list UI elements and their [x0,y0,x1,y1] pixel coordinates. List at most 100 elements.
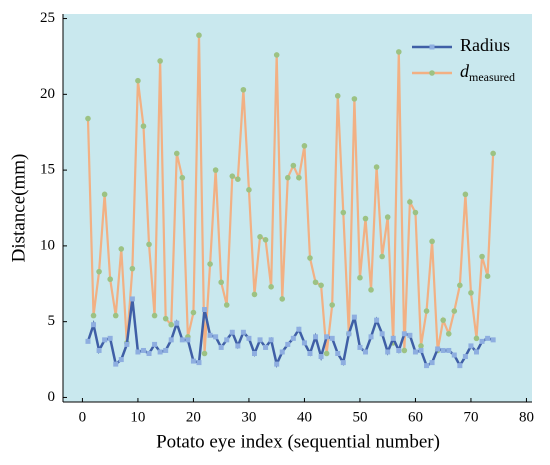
point [490,337,496,343]
point [329,302,335,308]
point [85,115,91,122]
point [102,337,108,343]
point [129,296,135,302]
point [435,346,441,352]
point [368,287,374,293]
point [179,337,185,343]
y-tick-label: 10 [40,237,55,253]
legend-name: d [460,61,470,81]
point [351,96,358,102]
point [196,360,202,366]
point [251,351,257,356]
point [374,317,380,323]
point [407,332,413,338]
point [335,351,341,356]
point [412,349,418,355]
point [223,302,230,308]
point [229,329,235,335]
point [213,334,219,340]
point [124,341,130,347]
point [323,350,330,357]
x-tick-label: 10 [130,409,145,425]
point [485,335,491,341]
point [91,322,97,328]
point [473,349,479,355]
point [207,261,213,267]
point [190,358,196,364]
point [307,351,313,356]
point [484,273,491,280]
point [107,276,113,283]
point [329,335,335,341]
legend-label: dmeasured [460,61,515,84]
legend-label: Radius [460,35,510,55]
point [457,282,463,289]
point [340,209,347,216]
x-tick-label: 0 [79,409,87,425]
x-tick-label: 30 [241,409,256,425]
point [418,343,424,349]
y-tick-label: 0 [48,389,56,405]
point [229,173,236,179]
point [240,329,246,335]
point [251,291,258,298]
point [101,191,108,198]
point [296,326,302,332]
point [479,338,485,344]
point [462,191,469,198]
legend-subscript: measured [469,70,515,84]
point [451,308,458,314]
x-tick-label: 70 [463,409,478,425]
point [418,347,424,353]
point [351,314,357,320]
legend-marker [429,44,435,50]
point [190,309,197,316]
point [112,312,119,319]
point [429,238,435,245]
point [457,363,463,369]
point [118,357,124,363]
point [135,349,141,355]
point [268,284,274,290]
series-line [86,35,495,354]
point [407,199,413,205]
point [129,265,136,272]
point [146,351,152,356]
x-axis-label: Potato eye index (sequential number) [156,431,440,452]
point [429,360,435,366]
point [168,321,175,328]
y-axis-label: Distance(mm) [8,154,29,263]
point [157,349,163,355]
x-tick-label: 20 [186,409,201,425]
x-tick-label: 50 [352,409,367,425]
point [157,58,163,64]
y-tick-label: 5 [48,313,56,329]
point [468,290,474,296]
point [173,150,180,157]
point [395,49,402,55]
point [301,340,307,346]
point [384,214,391,220]
point [412,209,419,216]
point [268,337,274,343]
y-tick-label: 15 [40,162,55,178]
point [257,337,263,343]
point [218,279,224,286]
y-tick-label: 20 [40,86,55,102]
point [279,296,286,302]
point [362,215,369,222]
point [385,349,391,355]
point [96,268,102,275]
point [440,347,446,353]
point [96,347,102,353]
y-tick-label: 25 [40,10,55,26]
point [307,255,313,261]
point [346,331,352,337]
point [445,330,452,337]
point [468,343,474,349]
point [401,347,408,354]
point [357,274,363,281]
point [318,354,324,360]
point [168,337,174,343]
